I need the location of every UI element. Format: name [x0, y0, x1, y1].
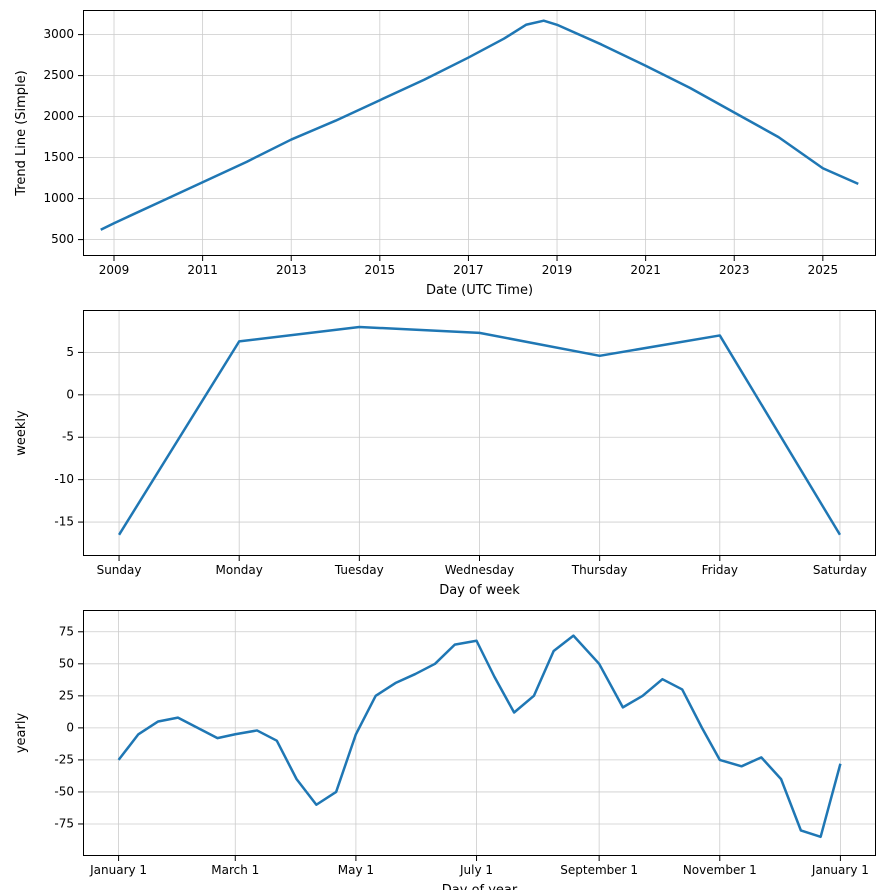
yearly-series [119, 636, 841, 837]
xtick-label: September 1 [560, 863, 638, 877]
xtick-label: January 1 [811, 863, 869, 877]
xtick-label: Saturday [813, 563, 867, 577]
xtick-label: 2019 [542, 263, 573, 277]
ytick-label: 1500 [43, 150, 74, 164]
trend-chart: 5001000150020002500300020092011201320152… [83, 10, 876, 256]
xtick-label: March 1 [211, 863, 259, 877]
weekly-ylabel: weekly [14, 410, 29, 456]
xtick-label: Sunday [97, 563, 142, 577]
ytick-label: 75 [59, 624, 74, 638]
xtick-label: Monday [216, 563, 263, 577]
yearly-chart: -75-50-250255075January 1March 1May 1Jul… [83, 610, 876, 856]
ytick-label: 1000 [43, 191, 74, 205]
xtick-label: Thursday [571, 563, 628, 577]
ytick-label: -10 [54, 472, 74, 486]
ytick-label: -15 [54, 515, 74, 529]
xtick-label: Tuesday [334, 563, 384, 577]
xtick-label: 2025 [808, 263, 839, 277]
trend-xlabel: Date (UTC Time) [426, 283, 533, 298]
xtick-label: 2017 [453, 263, 484, 277]
trend-ylabel: Trend Line (Simple) [14, 70, 29, 196]
ytick-label: -75 [54, 816, 74, 830]
ytick-label: 50 [59, 656, 74, 670]
xtick-label: November 1 [683, 863, 757, 877]
xtick-label: May 1 [338, 863, 374, 877]
xtick-label: 2013 [276, 263, 307, 277]
ytick-label: 3000 [43, 27, 74, 41]
xtick-label: 2015 [365, 263, 396, 277]
ytick-label: 5 [66, 345, 74, 359]
ytick-label: 25 [59, 688, 74, 702]
ytick-label: 0 [66, 387, 74, 401]
xtick-label: Wednesday [445, 563, 514, 577]
xtick-label: 2011 [187, 263, 218, 277]
ytick-label: 500 [51, 232, 74, 246]
xtick-label: Friday [702, 563, 738, 577]
ytick-label: 2500 [43, 68, 74, 82]
xtick-label: July 1 [459, 863, 493, 877]
ytick-label: -50 [54, 784, 74, 798]
xtick-label: 2023 [719, 263, 750, 277]
xtick-label: 2021 [630, 263, 661, 277]
ytick-label: 2000 [43, 109, 74, 123]
ytick-label: -25 [54, 752, 74, 766]
xtick-label: 2009 [99, 263, 130, 277]
yearly-ylabel: yearly [14, 713, 29, 754]
weekly-xlabel: Day of week [439, 583, 520, 598]
xtick-label: January 1 [89, 863, 147, 877]
ytick-label: 0 [66, 720, 74, 734]
yearly-xlabel: Day of year [442, 883, 518, 890]
weekly-chart: -15-10-505SundayMondayTuesdayWednesdayTh… [83, 310, 876, 556]
ytick-label: -5 [62, 430, 74, 444]
